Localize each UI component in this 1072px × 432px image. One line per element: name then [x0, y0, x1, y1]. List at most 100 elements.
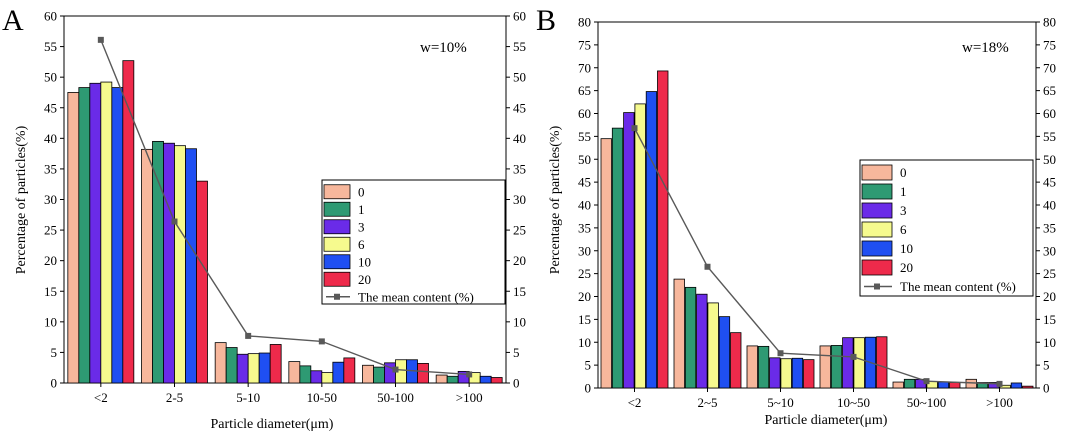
panel-a-mean-content-point-3 — [318, 338, 325, 345]
panel-b-mean-content-point-0 — [631, 125, 638, 132]
panel-b-y2-tick-label: 20 — [1043, 289, 1056, 304]
panel-a-legend: 0 1 3 6 10 20 The mean content (%) — [321, 179, 506, 305]
panel-a-y-tick-label: 50 — [44, 70, 57, 85]
panel-a-bar-series-6-2 — [247, 353, 260, 384]
panel-a-bar-series-1-4 — [373, 366, 385, 384]
panel-a-y-tick-label: 0 — [51, 376, 58, 391]
panel-b: B w=18% Particle diameter(μm) Percentage… — [536, 4, 1056, 428]
panel-b-bar-series-6-3 — [853, 337, 865, 389]
panel-b-bar-series-6-1 — [707, 302, 719, 389]
panel-a-x-tick-label-4: 50-100 — [377, 390, 414, 405]
panel-b-y2-tick-label: 25 — [1043, 266, 1056, 281]
panel-b-y2-tick-label: 45 — [1043, 175, 1056, 190]
panel-b-y2-tick-label: 40 — [1043, 198, 1056, 213]
panel-a-y-tick-label: 20 — [44, 253, 57, 268]
panel-a-mean-content-point-0 — [97, 36, 104, 43]
panel-b-legend-label-3: 3 — [900, 203, 907, 218]
panel-b-bar-series-1-3 — [830, 345, 843, 389]
panel-a-legend-swatch-0 — [323, 184, 351, 200]
panel-b-mean-content-point-5 — [996, 380, 1003, 387]
panel-b-y-axis-label: Percentage of particles(%) — [548, 125, 563, 274]
panel-a-y2-tick-label: 20 — [513, 253, 526, 268]
panel-b-y2-tick-label: 5 — [1043, 358, 1050, 373]
panel-a-legend-swatch-10 — [323, 254, 351, 270]
panel-a-y2-tick-label: 35 — [513, 161, 526, 176]
panel-a-y-tick-label: 55 — [44, 39, 57, 54]
panel-b-y2-tick-label: 50 — [1043, 152, 1056, 167]
panel-a-legend-label-20: 20 — [358, 272, 371, 287]
panel-b-x-tick-label-1: 2~5 — [697, 395, 717, 410]
panel-a-y2-tick-label: 45 — [513, 100, 526, 115]
panel-b-y-tick-label: 50 — [578, 152, 591, 167]
panel-b-bar-series-0-0 — [600, 138, 612, 389]
panel-b-y-tick-label: 35 — [578, 220, 591, 235]
panel-b-y2-tick-label: 60 — [1043, 106, 1056, 121]
panel-a-legend-swatch-20 — [323, 271, 351, 287]
panel-b-mean-content-point-3 — [850, 353, 857, 360]
panel-a-bar-series-1-3 — [299, 365, 312, 384]
panel-b-y2-tick-label: 55 — [1043, 129, 1056, 144]
panel-b-x-tick-label-0: <2 — [628, 395, 642, 410]
panel-b-bar-series-1-2 — [757, 345, 770, 389]
panel-a-x-tick-label-5: >100 — [456, 390, 483, 405]
panel-b-legend-mean-marker — [874, 283, 880, 290]
panel-a-bar-series-20-3 — [343, 357, 356, 384]
panel-b-y-tick-label: 15 — [578, 312, 591, 327]
panel-b-bar-series-20-0 — [657, 70, 669, 389]
panel-b-bar-series-10-2 — [791, 357, 804, 389]
panel-b-x-tick-label-5: >100 — [986, 395, 1013, 410]
panel-a-bar-series-3-1 — [163, 142, 175, 384]
panel-b-y-tick-label: 75 — [578, 37, 591, 52]
panel-a-y-tick-label: 15 — [44, 284, 57, 299]
panel-b-legend: 0 1 3 6 10 20 The mean content (%) — [859, 159, 1034, 297]
panel-a-bar-series-20-5 — [490, 377, 503, 384]
panel-b-bar-series-3-2 — [769, 357, 781, 389]
panel-a-y2-tick-label: 55 — [513, 39, 526, 54]
panel-a-y2-tick-label: 0 — [513, 376, 520, 391]
panel-a-bar-series-3-2 — [236, 353, 249, 384]
panel-b-legend-swatch-20 — [861, 259, 893, 276]
panel-b-legend-swatch-3 — [861, 202, 893, 219]
panel-b-bar-series-0-3 — [819, 345, 831, 389]
panel-a-bar-series-20-1 — [196, 180, 208, 384]
panel-a-legend-label-mean: The mean content (%) — [358, 289, 474, 304]
panel-b-y2-tick-label: 70 — [1043, 60, 1056, 75]
panel-b-bar-series-3-1 — [696, 293, 708, 389]
panel-a-legend-swatch-1 — [323, 201, 351, 217]
panel-b-legend-swatch-1 — [861, 183, 893, 200]
panel-b-bar-series-10-1 — [718, 316, 731, 389]
panel-a-bar-series-10-0 — [111, 87, 124, 384]
panel-a-y-tick-label: 40 — [44, 131, 57, 146]
panel-b-y-tick-label: 80 — [578, 15, 591, 30]
panel-b-bar-series-3-3 — [842, 337, 854, 389]
panel-a-bar-series-0-5 — [435, 374, 448, 384]
panel-b-legend-label-6: 6 — [900, 222, 907, 237]
panel-a-bar-series-20-2 — [269, 344, 282, 384]
panel-a-bar-series-1-5 — [446, 375, 459, 384]
panel-b-y2-tick-label: 75 — [1043, 37, 1056, 52]
panel-a-legend-swatch-3 — [323, 219, 351, 235]
panel-a-y2-tick-label: 5 — [513, 345, 520, 360]
panel-a-y2-tick-label: 30 — [513, 192, 526, 207]
panel-b-y-tick-label: 10 — [578, 335, 591, 350]
panel-a-y-tick-label: 10 — [44, 314, 57, 329]
panel-a-x-tick-label-3: 10-50 — [307, 390, 337, 405]
panel-b-bar-series-6-0 — [634, 103, 646, 389]
panel-a-x-tick-label-0: <2 — [94, 390, 108, 405]
panel-a-bar-series-6-0 — [100, 81, 113, 384]
panel-b-x-tick-label-4: 50~100 — [907, 395, 947, 410]
panel-b-x-tick-label-2: 5~10 — [767, 395, 794, 410]
panel-b-bar-series-1-5 — [976, 382, 989, 389]
panel-b-mean-content-line — [633, 127, 1000, 385]
panel-a-y-tick-label: 5 — [51, 345, 58, 360]
panel-b-bar-series-20-1 — [730, 332, 742, 389]
panel-b-letter: B — [536, 4, 556, 37]
panel-b-legend-label-20: 20 — [900, 260, 913, 275]
panel-b-bar-series-20-4 — [949, 382, 961, 389]
panel-b-mean-content-point-2 — [777, 350, 784, 357]
panel-b-mean-content-point-4 — [923, 378, 930, 385]
panel-a-legend-mean-marker — [334, 293, 340, 300]
panel-b-bar-series-20-2 — [803, 359, 815, 389]
panel-a-bar-series-0-4 — [362, 364, 374, 384]
